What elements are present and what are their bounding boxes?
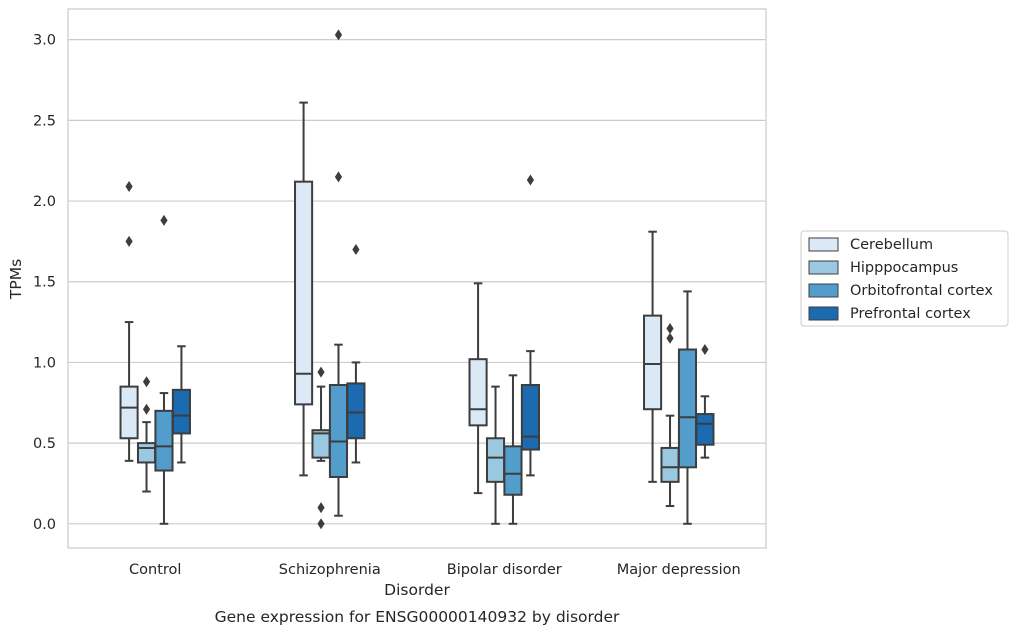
boxes <box>119 29 715 530</box>
outlier-point <box>352 243 360 255</box>
y-tick-labels: 0.0 0.5 1.0 1.5 2.0 2.5 3.0 <box>33 33 56 533</box>
outlier-point <box>317 366 325 378</box>
outlier-point <box>142 376 151 388</box>
legend-label: Prefrontal cortex <box>850 306 971 322</box>
legend-swatch <box>808 237 839 252</box>
box-group <box>154 214 174 525</box>
box-iqr <box>677 348 698 469</box>
y-tick-label: 3.0 <box>33 33 56 49</box>
legend-label: Hipppocampus <box>850 260 958 276</box>
outlier-point <box>142 403 151 415</box>
outlier-point <box>701 344 709 356</box>
box-group <box>485 385 506 525</box>
outlier-point <box>317 518 325 530</box>
box-iqr <box>520 384 540 451</box>
box-iqr <box>485 437 506 483</box>
plot-background <box>68 9 766 548</box>
box-group <box>136 376 157 493</box>
legend: Cerebellum Hipppocampus Orbitofrontal cort… <box>800 230 1009 327</box>
box-group <box>328 29 349 517</box>
legend-label: Cerebellum <box>850 237 933 253</box>
legend-swatch <box>808 283 839 298</box>
box-iqr <box>136 442 157 464</box>
y-tick-label: 0.5 <box>33 436 56 452</box>
box-iqr <box>503 445 523 496</box>
gridlines <box>68 39 766 525</box>
y-tick-label: 0.0 <box>33 517 56 533</box>
box-group <box>503 374 523 525</box>
y-tick-label: 1.0 <box>33 355 56 371</box>
y-tick-label: 2.5 <box>33 113 56 129</box>
outlier-point <box>526 174 535 186</box>
box-group <box>346 243 366 464</box>
outlier-point <box>160 214 168 226</box>
box-group <box>119 181 139 462</box>
x-tick-label: Major depression <box>617 562 741 578</box>
box-iqr <box>294 180 314 406</box>
box-group <box>294 101 314 477</box>
box-iqr <box>119 385 139 440</box>
y-tick-label: 1.5 <box>33 275 56 291</box>
box-iqr <box>695 413 715 446</box>
outlier-point <box>334 171 343 183</box>
plot-frame <box>67 8 767 549</box>
legend-label: Orbitofrontal cortex <box>850 283 993 299</box>
box-group <box>677 290 698 525</box>
box-iqr <box>468 358 488 427</box>
x-axis-label: Disorder <box>384 581 450 599</box>
box-iqr <box>171 388 191 435</box>
box-iqr <box>346 382 366 440</box>
box-group <box>643 230 663 483</box>
x-tick-label: Bipolar disorder <box>447 562 562 578</box>
box-iqr <box>154 409 174 472</box>
chart-title: Gene expression for ENSG00000140932 by d… <box>215 608 620 626</box>
box-group <box>171 345 191 464</box>
box-group <box>695 344 715 459</box>
outlier-point <box>125 235 133 247</box>
x-tick-labels: Control Schizophrenia Bipolar disorder Majo… <box>129 562 741 578</box>
box-iqr <box>660 446 680 483</box>
outlier-point <box>334 29 343 41</box>
y-axis-label: TPMs <box>7 259 25 300</box>
box-group <box>311 366 331 530</box>
box-group <box>468 282 488 495</box>
outlier-point <box>666 332 674 344</box>
x-tick-label: Schizophrenia <box>279 562 381 578</box>
y-tick-label: 2.0 <box>33 194 56 210</box>
box-group <box>520 174 540 477</box>
box-iqr <box>328 384 349 478</box>
outlier-point <box>125 181 133 193</box>
legend-swatch <box>808 260 839 275</box>
outlier-point <box>317 502 325 514</box>
outlier-point <box>666 323 674 335</box>
legend-frame <box>800 230 1009 327</box>
box-iqr <box>643 314 663 411</box>
legend-swatch <box>808 306 839 321</box>
x-tick-label: Control <box>129 562 181 578</box>
box-group <box>660 323 680 508</box>
